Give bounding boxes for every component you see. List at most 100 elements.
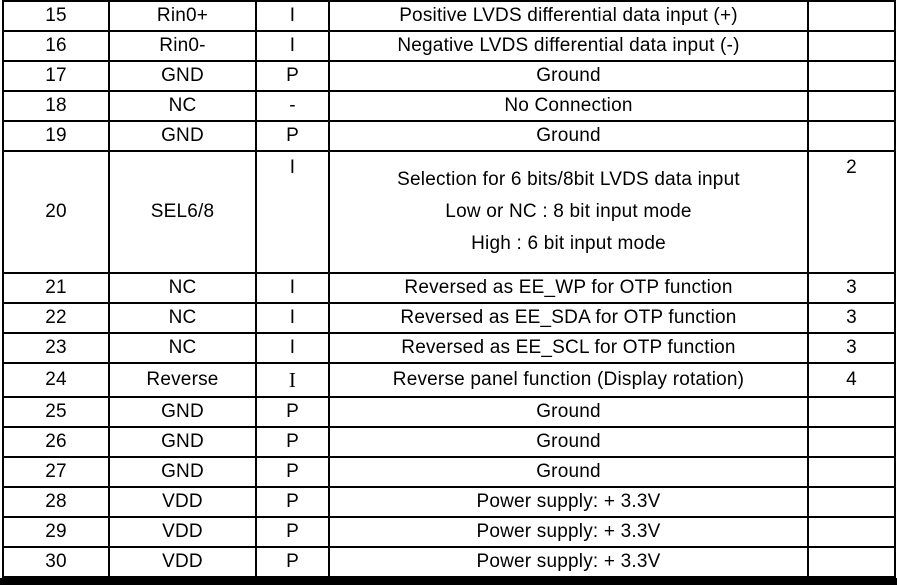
note-cell [807,0,896,32]
pin-cell: 29 [2,515,110,548]
symbol-cell: VDD [108,545,257,579]
pin-cell: 24 [2,362,110,399]
description-line: Positive LVDS differential data input (+… [399,4,738,26]
symbol-cell: GND [108,456,257,488]
symbol-cell: Rin0+ [108,0,257,32]
description-line: Selection for 6 bits/8bit LVDS data inpu… [397,169,740,191]
description-cell: Power supply: + 3.3V [328,515,809,548]
note-cell [807,486,896,518]
io-type-cell: P [255,515,330,548]
description-line: Power supply: + 3.3V [476,550,661,572]
description-cell: Positive LVDS differential data input (+… [328,0,809,32]
description-line: Ground [536,64,601,86]
io-type-cell: - [255,89,330,122]
table-row: 18 NC - No Connection [2,89,896,122]
io-type-cell: I [255,0,330,32]
io-type-cell: P [255,456,330,488]
pin-cell: 27 [2,456,110,488]
io-type-cell: I [255,149,330,275]
io-type-cell: I [255,272,330,305]
pin-cell: 15 [2,0,110,32]
io-type-cell: I [255,29,330,62]
symbol-cell: VDD [108,486,257,518]
table-row: 15 Rin0+ I Positive LVDS differential da… [2,0,896,32]
io-type-cell: P [255,545,330,579]
pin-cell: 21 [2,272,110,305]
description-line: Ground [536,401,601,423]
note-cell [807,89,896,122]
pin-cell: 17 [2,59,110,92]
note-cell [807,396,896,429]
note-cell [807,29,896,62]
description-line: Negative LVDS differential data input (-… [397,34,740,56]
description-cell: Reversed as EE_SCL for OTP function [328,332,809,365]
io-type-cell: I [255,332,330,365]
table-row: 24 Reverse I Reverse panel function (Dis… [2,362,896,399]
symbol-cell: NC [108,272,257,305]
note-cell [807,545,896,579]
symbol-cell: NC [108,332,257,365]
table-row: 25 GND P Ground [2,396,896,429]
symbol-cell: GND [108,59,257,92]
pin-cell: 26 [2,426,110,459]
bottom-rule [0,578,897,585]
pin-cell: 20 [2,149,110,275]
description-line: Ground [536,124,601,146]
description-cell: Reversed as EE_SDA for OTP function [328,302,809,335]
io-type-cell: P [255,486,330,518]
description-cell: Power supply: + 3.3V [328,545,809,579]
pin-cell: 19 [2,119,110,152]
symbol-cell: GND [108,426,257,459]
pin-cell: 23 [2,332,110,365]
description-cell: Ground [328,119,809,152]
note-cell: 2 [807,149,896,275]
table-row: 16 Rin0- I Negative LVDS differential da… [2,29,896,62]
pin-cell: 22 [2,302,110,335]
description-cell: Power supply: + 3.3V [328,486,809,518]
io-type-cell: P [255,119,330,152]
description-line: Power supply: + 3.3V [476,490,661,512]
description-cell: No Connection [328,89,809,122]
table-row: 17 GND P Ground [2,59,896,92]
table-row: 19 GND P Ground [2,119,896,152]
table-row: 28 VDD P Power supply: + 3.3V [2,486,896,518]
description-cell: Ground [328,396,809,429]
symbol-cell: NC [108,302,257,335]
symbol-cell: NC [108,89,257,122]
table-row: 22 NC I Reversed as EE_SDA for OTP funct… [2,302,896,335]
note-cell [807,456,896,488]
description-line: Reversed as EE_SCL for OTP function [401,337,736,359]
description-cell: Ground [328,426,809,459]
table-row: 20 SEL6/8 I Selection for 6 bits/8bit LV… [2,149,896,275]
description-cell: Reversed as EE_WP for OTP function [328,272,809,305]
pin-cell: 30 [2,545,110,579]
note-cell: 3 [807,332,896,365]
pin-cell: 18 [2,89,110,122]
table-row: 30 VDD P Power supply: + 3.3V [2,545,896,579]
io-type-cell: P [255,59,330,92]
description-cell: Negative LVDS differential data input (-… [328,29,809,62]
note-cell [807,59,896,92]
pin-cell: 25 [2,396,110,429]
description-cell: Reverse panel function (Display rotation… [328,362,809,399]
pin-cell: 16 [2,29,110,62]
note-cell: 4 [807,362,896,399]
io-type-cell: P [255,426,330,459]
note-cell: 3 [807,272,896,305]
description-cell: Ground [328,456,809,488]
table-row: 23 NC I Reversed as EE_SCL for OTP funct… [2,332,896,365]
description-cell: Selection for 6 bits/8bit LVDS data inpu… [328,149,809,275]
description-line: Ground [536,431,601,453]
symbol-cell: GND [108,396,257,429]
symbol-cell: Rin0- [108,29,257,62]
note-cell: 3 [807,302,896,335]
description-line: Reverse panel function (Display rotation… [392,369,745,391]
io-type-cell: I [255,362,330,399]
note-cell [807,515,896,548]
description-line: Power supply: + 3.3V [476,520,661,542]
description-line: High : 6 bit input mode [471,233,666,255]
description-line: Reversed as EE_WP for OTP function [404,277,733,299]
